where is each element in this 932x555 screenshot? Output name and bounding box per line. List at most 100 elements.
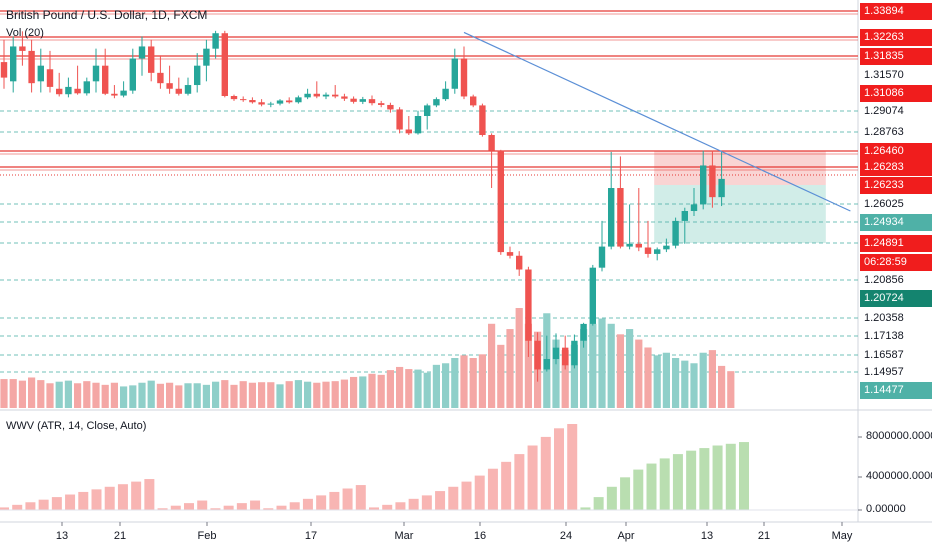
candle-body[interactable] [718,178,725,198]
candle-body[interactable] [516,255,523,270]
candle-body[interactable] [589,267,596,324]
take-profit-zone[interactable] [654,185,826,243]
candle-body[interactable] [28,50,35,84]
candle-body[interactable] [359,99,366,102]
candle-body[interactable] [571,340,578,366]
candle-body[interactable] [690,204,698,212]
candle-body[interactable] [10,46,17,82]
candle-body[interactable] [387,104,394,110]
oscillator-bar [487,468,498,510]
candle-body[interactable] [46,69,54,87]
candle-body[interactable] [470,96,477,106]
candle-body[interactable] [74,88,81,94]
candle-body[interactable] [313,93,320,97]
candle-body[interactable] [654,249,661,254]
candle-body[interactable] [525,269,532,341]
oscillator-bar [12,504,23,510]
candle-body[interactable] [56,88,63,95]
candle-body[interactable] [286,100,293,103]
candle-body[interactable] [240,99,247,101]
candle-body[interactable] [295,97,302,103]
candle-body[interactable] [166,83,173,89]
candle-body[interactable] [120,90,127,96]
oscillator-bar [131,481,142,510]
candle-body[interactable] [396,109,403,130]
candle-body[interactable] [148,46,155,73]
volume-bar [331,381,339,408]
oscillator-indicator-label[interactable]: WWV (ATR, 14, Close, Auto) [6,420,147,432]
candle-body[interactable] [19,46,26,51]
chart-title: British Pound / U.S. Dollar, 1D, FXCM [6,8,208,22]
candle-body[interactable] [552,347,560,360]
volume-bar [405,369,413,408]
candle-body[interactable] [617,188,624,247]
candle-body[interactable] [378,103,385,105]
candle-body[interactable] [157,72,164,84]
trend-line[interactable] [463,31,851,212]
candle-body[interactable] [175,88,182,94]
candle-body[interactable] [332,94,339,97]
candle-body[interactable] [267,103,274,105]
price-tag: 1.29074 [864,105,904,117]
stop-loss-zone[interactable] [654,151,826,185]
volume-bar [294,380,302,408]
price-tag: 1.24934 [860,214,932,231]
candle-body[interactable] [0,62,8,78]
candle-body[interactable] [221,33,228,97]
candle-body[interactable] [580,323,587,341]
candle-body[interactable] [111,93,118,96]
candle-body[interactable] [92,65,100,82]
candle-body[interactable] [543,359,550,370]
candle-body[interactable] [663,245,670,250]
candle-body[interactable] [322,94,330,97]
candle-body[interactable] [433,99,440,106]
candle-body[interactable] [479,105,486,135]
candle-body[interactable] [276,100,284,104]
candle-body[interactable] [304,93,311,98]
candle-body[interactable] [37,65,44,82]
candle-body[interactable] [644,247,652,254]
candle-body[interactable] [424,105,431,116]
candle-body[interactable] [83,81,90,94]
candle-body[interactable] [138,46,146,59]
time-axis-label: 21 [113,530,127,542]
volume-indicator-label[interactable]: Vol (20) [6,27,44,39]
oscillator-axis-label: 8000000.00000 [866,430,932,442]
candle-body[interactable] [497,150,504,253]
candle-body[interactable] [488,134,495,151]
candle-body[interactable] [451,58,458,89]
time-axis-label: 24 [559,530,573,542]
candle-body[interactable] [681,211,688,221]
candle-body[interactable] [700,165,707,205]
candle-body[interactable] [230,96,238,100]
candle-body[interactable] [635,243,642,248]
candle-body[interactable] [608,188,615,247]
candle-body[interactable] [442,88,449,100]
candle-body[interactable] [672,220,679,246]
candle-body[interactable] [368,99,376,104]
candle-body[interactable] [709,165,716,198]
candle-body[interactable] [562,347,569,366]
candle-body[interactable] [626,243,633,247]
candle-body[interactable] [350,98,357,102]
candle-body[interactable] [129,58,136,91]
candle-body[interactable] [212,33,219,49]
candle-body[interactable] [203,48,210,66]
candle-body[interactable] [414,115,422,134]
candle-body[interactable] [258,102,265,105]
candle-body[interactable] [249,100,256,103]
candle-body[interactable] [405,129,412,134]
oscillator-bar [620,477,631,510]
candle-body[interactable] [184,85,192,94]
candle-body[interactable] [460,58,468,97]
volume-bar [92,382,100,408]
candle-body[interactable] [341,96,348,99]
candle-body[interactable] [598,246,606,268]
candle-body[interactable] [534,340,541,370]
candle-body[interactable] [65,86,72,95]
candle-body[interactable] [506,252,514,256]
volume-bar [561,350,569,408]
candle-body[interactable] [194,65,201,86]
candle-body[interactable] [102,65,109,94]
